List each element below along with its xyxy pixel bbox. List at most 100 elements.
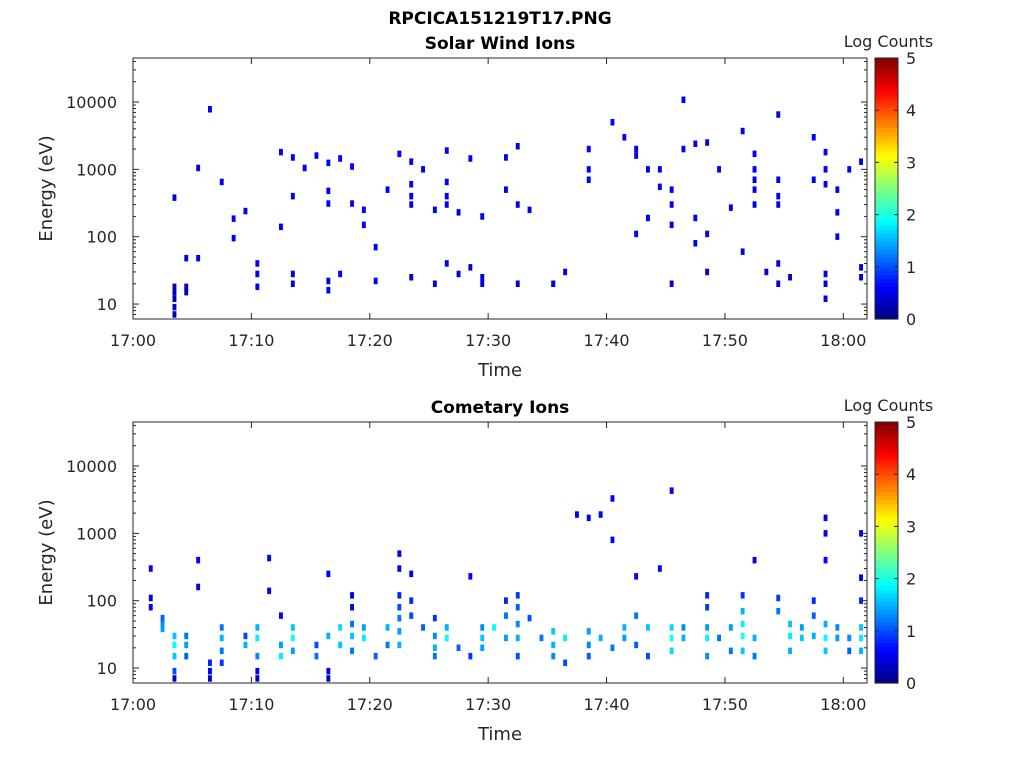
- colorbar-label: Log Counts: [844, 396, 934, 415]
- colorbar-segment: [875, 495, 898, 501]
- heatmap-cell: [279, 148, 283, 156]
- heatmap-cell: [752, 201, 757, 208]
- heatmap-cell: [350, 163, 354, 170]
- colorbar-segment: [875, 540, 898, 545]
- colorbar-segment: [875, 466, 898, 472]
- colorbar-segment: [875, 225, 898, 230]
- colorbar-segment: [875, 274, 898, 279]
- heatmap-cell: [669, 624, 674, 631]
- heatmap-cell: [551, 280, 556, 287]
- heatmap-cell: [811, 612, 816, 619]
- heatmap-cell: [350, 620, 354, 628]
- heatmap-cell: [326, 159, 331, 167]
- colorbar-segment: [875, 666, 898, 672]
- heatmap-cell: [705, 230, 710, 238]
- heatmap-cell: [432, 644, 437, 651]
- heatmap-cell: [196, 583, 201, 591]
- heatmap-cell: [752, 166, 757, 173]
- heatmap-cell: [385, 186, 390, 193]
- colorbar-segment: [875, 503, 898, 509]
- heatmap-cell: [231, 215, 236, 222]
- colorbar-tick-label: 3: [906, 517, 916, 536]
- heatmap-cell: [823, 295, 828, 302]
- heatmap-cell: [338, 641, 343, 649]
- heatmap-cell: [373, 277, 378, 285]
- heatmap-cell: [752, 150, 757, 158]
- heatmap-cell: [515, 280, 520, 287]
- colorbar-tick-label: 0: [906, 310, 916, 329]
- x-tick-label: 17:00: [110, 695, 156, 714]
- colorbar-segment: [875, 621, 898, 627]
- heatmap-cell: [373, 652, 378, 660]
- heatmap-cell: [634, 230, 639, 238]
- heatmap-cell: [740, 248, 745, 255]
- heatmap-cell: [148, 594, 153, 602]
- colorbar-tick-label: 1: [906, 622, 916, 641]
- x-tick-label: 17:10: [228, 695, 274, 714]
- colorbar-segment: [875, 638, 898, 643]
- heatmap-cell: [243, 207, 248, 215]
- colorbar-segment: [875, 66, 898, 71]
- x-tick-label: 17:40: [583, 331, 629, 350]
- colorbar-segment: [875, 286, 898, 292]
- heatmap-cell: [480, 644, 485, 651]
- heatmap-cell: [740, 592, 745, 599]
- heatmap-cell: [705, 268, 710, 276]
- heatmap-cell: [776, 176, 781, 183]
- heatmap-cell: [752, 652, 757, 660]
- colorbar-segment: [875, 528, 898, 533]
- heatmap-cell: [350, 632, 354, 640]
- heatmap-cell: [776, 280, 781, 287]
- x-tick-label: 17:20: [347, 331, 393, 350]
- heatmap-cell: [669, 186, 674, 193]
- heatmap-cell: [172, 311, 177, 318]
- colorbar-segment: [875, 74, 898, 79]
- colorbar-segment: [875, 135, 898, 141]
- heatmap-cell: [432, 632, 437, 640]
- heatmap-cell: [504, 634, 508, 642]
- heatmap-cell: [172, 288, 177, 296]
- colorbar-segment: [875, 204, 898, 210]
- colorbar-tick-label: 0: [906, 674, 916, 693]
- colorbar-segment: [875, 237, 898, 243]
- colorbar-segment: [875, 196, 898, 202]
- colorbar-segment: [875, 58, 898, 63]
- colorbar-tick-label: 2: [906, 206, 916, 225]
- colorbar-tick-label: 5: [906, 413, 916, 432]
- heatmap-cell: [669, 647, 674, 655]
- heatmap-cell: [255, 652, 260, 660]
- heatmap-cell: [563, 659, 568, 666]
- heatmap-cell: [622, 134, 627, 141]
- heatmap-cell: [823, 530, 828, 537]
- heatmap-cell: [243, 641, 248, 649]
- heatmap-cell: [859, 647, 863, 655]
- heatmap-cell: [799, 624, 804, 631]
- heatmap-cell: [515, 620, 520, 628]
- heatmap-cell: [669, 487, 674, 494]
- colorbar-segment: [875, 306, 898, 312]
- panel-solar-wind-ions: 17:00 17:10 17:20 17:30 17:40 17:50 18:0010100…: [36, 32, 933, 381]
- colorbar-segment: [875, 552, 898, 558]
- heatmap-cell: [361, 634, 366, 642]
- colorbar-segment: [875, 662, 898, 668]
- heatmap-cell: [823, 181, 828, 188]
- heatmap-cell: [515, 592, 520, 599]
- colorbar-segment: [875, 511, 898, 517]
- heatmap-cell: [397, 628, 402, 635]
- heatmap-cell: [468, 573, 473, 580]
- colorbar-segment: [875, 139, 898, 145]
- heatmap-cell: [811, 597, 816, 604]
- colorbar-segment: [875, 164, 898, 169]
- heatmap-cell: [847, 647, 852, 655]
- heatmap-cell: [586, 145, 591, 153]
- heatmap-cell: [361, 624, 366, 631]
- heatmap-cell: [527, 206, 532, 214]
- colorbar-segment: [875, 290, 898, 296]
- heatmap-cell: [728, 624, 733, 631]
- colorbar-segment: [875, 127, 898, 133]
- heatmap-cell: [397, 150, 402, 158]
- heatmap-cell: [314, 652, 319, 660]
- colorbar-segment: [875, 217, 898, 222]
- colorbar-segment: [875, 519, 898, 525]
